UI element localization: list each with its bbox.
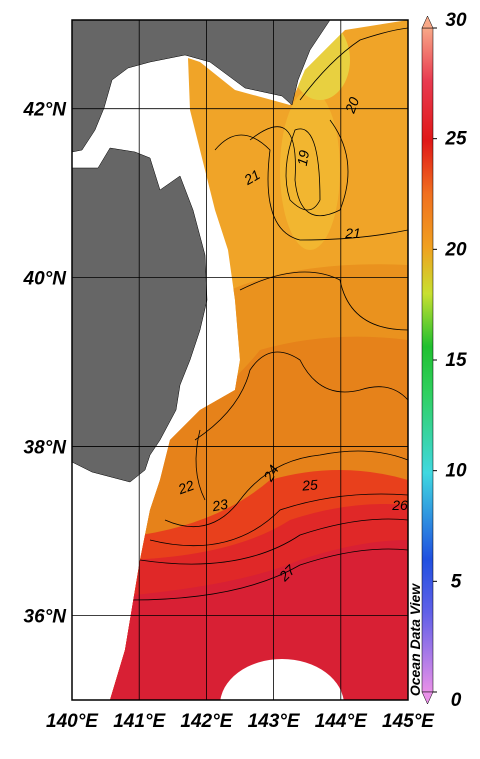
colorbar-tick-label: 20 bbox=[444, 239, 467, 260]
contour-label: 21 bbox=[240, 166, 262, 188]
colorbar-min-arrow bbox=[421, 691, 434, 705]
colorbar-tick-label: 10 bbox=[445, 461, 467, 482]
colorbar-tick-label: 5 bbox=[451, 571, 462, 592]
colorbar-tick-label: 0 bbox=[451, 690, 462, 711]
x-tick-label: 140°E bbox=[46, 711, 99, 732]
y-tick-label: 38°N bbox=[24, 438, 68, 459]
y-tick-label: 42°N bbox=[23, 100, 68, 121]
x-tick-label: 145°E bbox=[382, 711, 435, 732]
map-frame bbox=[71, 19, 409, 701]
land bbox=[72, 20, 331, 153]
colorbar-tick-label: 30 bbox=[445, 10, 467, 31]
x-tick-label: 144°E bbox=[315, 711, 368, 732]
contour-label: 19 bbox=[294, 149, 312, 167]
y-tick-label: 40°N bbox=[23, 269, 68, 290]
colorbar-tick-label: 25 bbox=[444, 129, 467, 150]
colorbar bbox=[421, 27, 434, 693]
contour-label: 20 bbox=[341, 95, 362, 116]
x-tick-label: 142°E bbox=[180, 711, 233, 732]
x-tick-label: 143°E bbox=[248, 711, 301, 732]
contour-label: 25 bbox=[301, 476, 319, 493]
temperature-field bbox=[110, 20, 408, 700]
contour-label: 26 bbox=[391, 497, 408, 513]
contour-label: 23 bbox=[210, 496, 229, 515]
colorbar-max-arrow bbox=[421, 15, 434, 29]
colorbar-tick-label: 15 bbox=[445, 350, 467, 371]
y-tick-label: 36°N bbox=[24, 607, 68, 628]
contour-label: 24 bbox=[260, 462, 282, 485]
contour-label: 22 bbox=[175, 477, 196, 498]
watermark: Ocean Data View bbox=[407, 583, 423, 696]
x-tick-label: 141°E bbox=[113, 711, 166, 732]
contour-label: 21 bbox=[344, 225, 361, 241]
map-area bbox=[72, 20, 408, 700]
